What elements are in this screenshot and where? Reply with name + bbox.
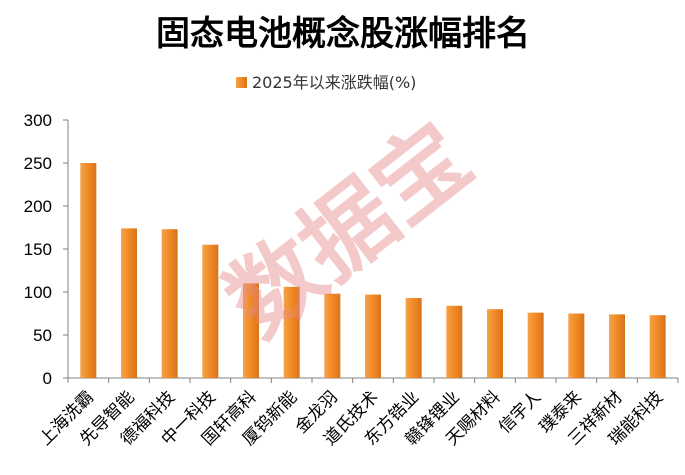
y-tick-label: 200: [24, 197, 52, 216]
x-tick-label: 信宇人: [495, 387, 545, 437]
bar: [446, 305, 463, 378]
bar: [202, 244, 219, 378]
bar: [161, 229, 178, 378]
y-tick-label: 0: [43, 369, 52, 388]
chart-title: 固态电池概念股涨幅排名: [156, 14, 530, 54]
bar: [365, 294, 381, 378]
bars: [80, 163, 666, 378]
legend: 2025年以来涨跌幅(%): [236, 73, 416, 92]
bar: [609, 314, 625, 378]
x-axis-ticks: 上海洗霸先导智能德福科技中一科技国轩高科厦钨新能金龙羽道氏技术东方锆业赣锋锂业天…: [36, 378, 679, 450]
legend-label: 2025年以来涨跌幅(%): [252, 73, 416, 92]
y-tick-label: 50: [33, 326, 52, 345]
y-tick-label: 100: [24, 283, 52, 302]
bar: [324, 293, 341, 378]
y-axis-ticks: 0 50 100 150 200 250 300: [24, 111, 68, 388]
bar: [527, 312, 544, 378]
y-tick-label: 250: [24, 154, 52, 173]
bar: [243, 283, 259, 378]
credit-text: @金融八卦女: [310, 453, 394, 470]
bar: [405, 298, 422, 378]
legend-swatch: [236, 77, 247, 88]
bar: [80, 163, 97, 378]
y-tick-label: 150: [24, 240, 52, 259]
bar: [568, 313, 585, 378]
bar: [487, 309, 503, 378]
bar: [121, 228, 137, 378]
bar: [283, 286, 300, 378]
bar: [649, 315, 666, 378]
y-tick-label: 300: [24, 111, 52, 130]
